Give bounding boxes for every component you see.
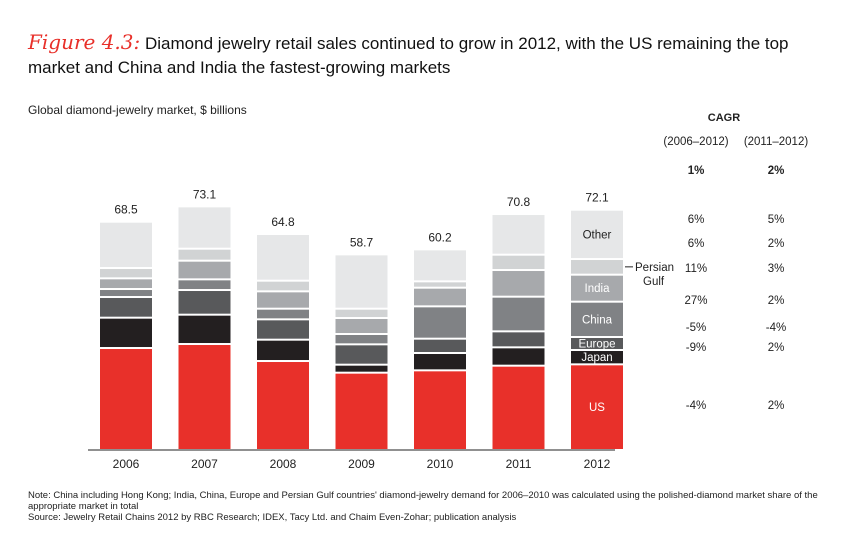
cagr-us-2006-2012: -4% [686, 400, 706, 412]
bar-segment-us-2012 [571, 365, 623, 449]
x-tick-label-2009: 2009 [348, 457, 375, 471]
figure-title-text: Diamond jewelry retail sales continued t… [28, 34, 789, 77]
bar-segment-other-2011 [492, 215, 545, 254]
cagr-china-2011-2012: 2% [768, 295, 785, 307]
chart-title: Figure 4.3: Diamond jewelry retail sales… [28, 30, 828, 80]
bar-segment-us-2006 [100, 349, 152, 449]
cagr-period-1: (2006–2012) [663, 136, 729, 148]
legend-label-india: India [585, 283, 611, 295]
source-text: Source: Jewelry Retail Chains 2012 by RB… [28, 512, 517, 523]
chart-subtitle: Global diamond-jewelry market, $ billion… [28, 103, 247, 117]
bar-segment-other-2007 [178, 207, 231, 248]
bar-segment-japan-2011 [492, 348, 545, 365]
legend-label-other: Other [583, 229, 612, 241]
bar-segment-china-2011 [492, 297, 545, 331]
bar-segment-japan-2009 [335, 365, 388, 372]
cagr-japan-2011-2012: 2% [768, 342, 785, 354]
cagr-total-2006-2012: 1% [688, 165, 705, 177]
x-tick-label-2007: 2007 [191, 457, 218, 471]
bar-segment-japan-2007 [178, 315, 231, 344]
total-label-2012: 72.1 [585, 191, 609, 205]
cagr-period-2: (2011–2012) [743, 136, 809, 148]
cagr-header: CAGR [707, 112, 741, 124]
legend-label-us: US [589, 402, 605, 414]
bar-segment-persian-gulf-2011 [492, 255, 545, 270]
cagr-china-2006-2012: 27% [684, 295, 707, 307]
bar-segment-other-2006 [100, 222, 152, 268]
bar-segment-us-2009 [335, 373, 388, 449]
bar-segment-persian-gulf-2012 [571, 260, 623, 274]
bar-segment-china-2012 [571, 302, 623, 337]
total-label-2009: 58.7 [350, 235, 374, 249]
bar-segment-europe-2006 [100, 298, 152, 317]
x-tick-label-2011: 2011 [506, 457, 532, 471]
cagr-other-2011-2012: 5% [768, 214, 785, 226]
bar-segment-us-2011 [492, 366, 545, 449]
cagr-japan-2006-2012: -9% [686, 342, 706, 354]
x-tick-label-2012: 2012 [584, 457, 611, 471]
bar-segment-europe-2011 [492, 332, 545, 347]
cagr-persian-gulf-2011-2012: 2% [768, 238, 785, 250]
bar-segment-china-2006 [100, 290, 152, 297]
bar-segment-other-2010 [414, 250, 466, 281]
cagr-europe-2011-2012: -4% [766, 322, 786, 334]
total-label-2010: 60.2 [428, 230, 452, 244]
bar-segment-china-2009 [335, 335, 388, 344]
bar-segment-india-2006 [100, 279, 152, 289]
bar-segment-india-2012 [571, 275, 623, 301]
cagr-india-2006-2012: 11% [685, 263, 707, 275]
legend-label-persian-gulf-line2: Gulf [643, 276, 665, 288]
bar-segment-europe-2010 [414, 339, 466, 353]
x-tick-label-2006: 2006 [113, 457, 140, 471]
bar-segment-japan-2006 [100, 318, 152, 348]
legend-label-persian-gulf: Persian [635, 262, 674, 274]
total-label-2008: 64.8 [271, 215, 295, 229]
bar-segment-japan-2012 [571, 351, 623, 364]
figure-label: Figure 4.3: [28, 30, 141, 54]
bar-segment-japan-2010 [414, 354, 466, 370]
bar-segment-persian-gulf-2010 [414, 282, 466, 287]
cagr-persian-gulf-2006-2012: 6% [688, 238, 705, 250]
bar-segment-europe-2008 [257, 320, 309, 339]
total-label-2006: 68.5 [114, 203, 138, 217]
bar-segment-other-2012 [571, 210, 623, 259]
bar-segment-china-2008 [257, 309, 309, 319]
bar-segment-europe-2007 [178, 291, 231, 314]
bar-segment-persian-gulf-2006 [100, 269, 152, 278]
total-label-2007: 73.1 [193, 187, 217, 201]
x-tick-label-2010: 2010 [427, 457, 454, 471]
total-label-2011: 70.8 [507, 195, 531, 209]
bar-segment-japan-2008 [257, 340, 309, 361]
x-tick-label-2008: 2008 [270, 457, 297, 471]
bar-segment-other-2008 [257, 235, 309, 280]
bar-segment-us-2007 [178, 345, 231, 449]
bar-segment-us-2008 [257, 362, 309, 449]
bar-segment-persian-gulf-2007 [178, 249, 231, 260]
bar-segment-china-2007 [178, 280, 231, 290]
bar-segment-china-2010 [414, 307, 466, 338]
bar-segment-india-2007 [178, 261, 231, 279]
legend-label-europe: Europe [578, 339, 615, 351]
cagr-india-2011-2012: 3% [768, 263, 785, 275]
bar-segment-europe-2009 [335, 345, 388, 364]
bar-segment-other-2009 [335, 255, 388, 308]
bar-segment-india-2010 [414, 288, 466, 306]
bar-segment-india-2008 [257, 292, 309, 308]
bar-segment-persian-gulf-2009 [335, 309, 388, 318]
note-text: Note: China including Hong Kong; India, … [28, 490, 818, 512]
bar-segment-us-2010 [414, 371, 466, 449]
legend-label-china: China [582, 314, 613, 326]
legend-label-japan: Japan [581, 352, 612, 364]
bar-segment-europe-2012 [571, 338, 623, 350]
cagr-total-2011-2012: 2% [768, 165, 785, 177]
bar-segment-india-2011 [492, 271, 545, 296]
bar-segment-india-2009 [335, 319, 388, 334]
cagr-us-2011-2012: 2% [768, 400, 785, 412]
cagr-other-2006-2012: 6% [688, 214, 705, 226]
cagr-europe-2006-2012: -5% [686, 322, 706, 334]
bar-segment-persian-gulf-2008 [257, 281, 309, 291]
footnotes: Note: China including Hong Kong; India, … [28, 490, 828, 523]
